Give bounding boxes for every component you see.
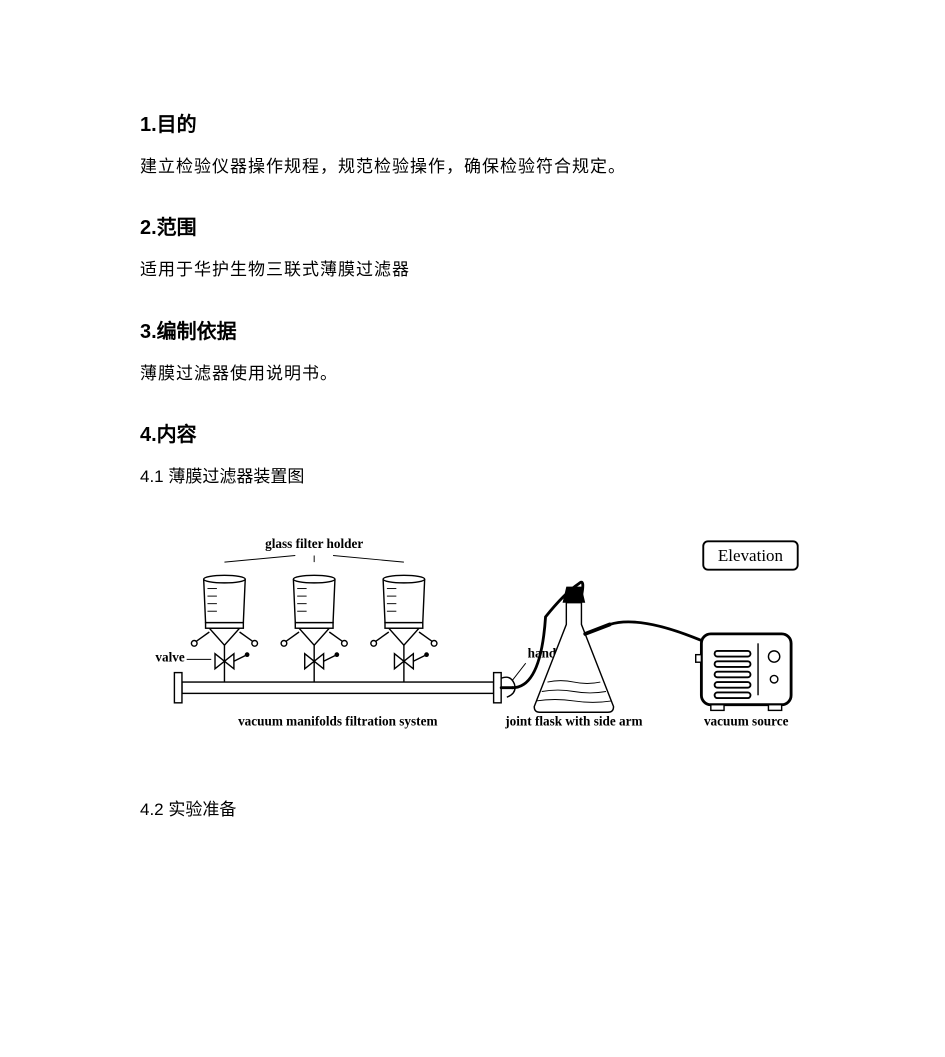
- svg-text:joint flask with side arm: joint flask with side arm: [504, 714, 642, 729]
- section-1-heading: 1.目的: [140, 108, 805, 137]
- section-2-heading: 2.范围: [140, 211, 805, 240]
- svg-text:Elevation: Elevation: [718, 546, 784, 565]
- section-3-heading: 3.编制依据: [140, 315, 805, 344]
- section-4-heading: 4.内容: [140, 418, 805, 447]
- section-2-body: 适用于华护生物三联式薄膜过滤器: [140, 254, 805, 286]
- svg-text:vacuum source: vacuum source: [704, 714, 789, 729]
- diagram-container: glass filter holdervalvehandlevacuum man…: [130, 513, 810, 764]
- section-4-2-heading: 4.2 实验准备: [140, 794, 805, 826]
- svg-text:vacuum manifolds filtration sy: vacuum manifolds filtration system: [238, 714, 437, 729]
- section-3-body: 薄膜过滤器使用说明书。: [140, 358, 805, 390]
- section-4-1-heading: 4.1 薄膜过滤器装置图: [140, 461, 805, 493]
- svg-text:valve: valve: [155, 649, 185, 664]
- filtration-diagram: glass filter holdervalvehandlevacuum man…: [130, 513, 810, 759]
- svg-text:glass filter holder: glass filter holder: [265, 536, 363, 551]
- section-1-body: 建立检验仪器操作规程，规范检验操作，确保检验符合规定。: [140, 151, 805, 183]
